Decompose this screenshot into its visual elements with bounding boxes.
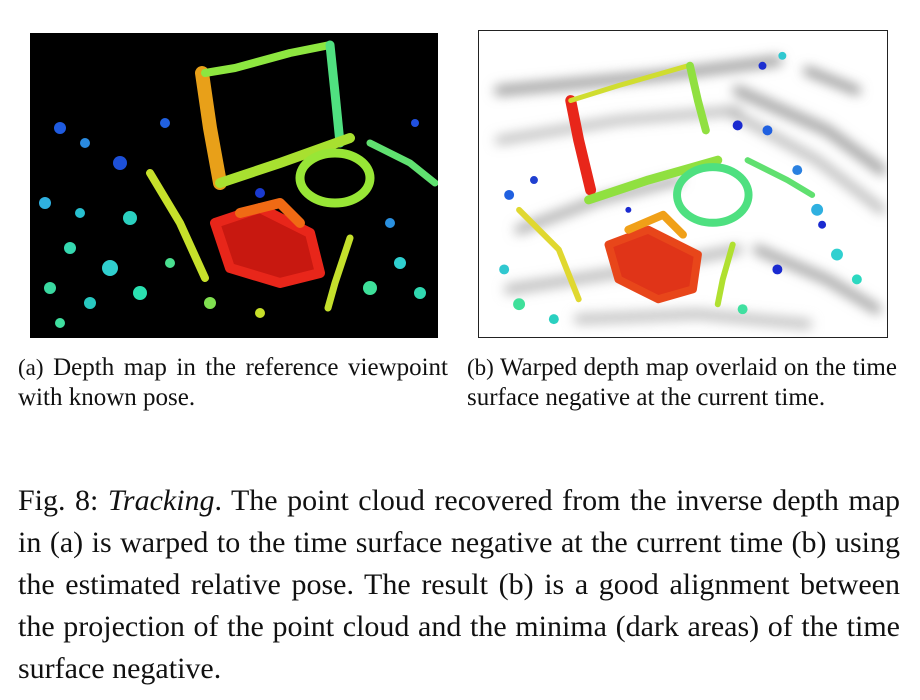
- warped-back-top-rail: [568, 63, 691, 104]
- warped-right-rail: [744, 157, 816, 198]
- warped-seat-ring: [673, 163, 753, 227]
- chair-back-right-post: [325, 40, 345, 148]
- chair-seat-mid: [235, 198, 305, 228]
- subfigure-caption-b: (b) Warped depth map overlaid on the tim…: [467, 353, 897, 413]
- chair-back-top-rail: [201, 41, 334, 77]
- chair-seat-front: [210, 203, 325, 288]
- chair-back-left-post: [195, 66, 227, 190]
- warped-back-left-post: [565, 95, 597, 196]
- subfigure-caption-b-text: Warped depth map overlaid on the time su…: [467, 354, 897, 411]
- depth-map-graphic: [39, 40, 438, 328]
- chair-right-rail: [366, 139, 438, 187]
- subfigure-label-a: (a): [18, 355, 44, 380]
- warped-depth-overlay-image: [478, 30, 888, 338]
- scattered-depth-points: [39, 118, 426, 328]
- chair-seat-ring: [295, 148, 375, 208]
- chair-left-rail: [146, 169, 209, 282]
- depth-map-image: [30, 33, 438, 338]
- figure-label: Fig. 8:: [18, 484, 99, 517]
- figure-caption-text: . The point cloud recovered from the inv…: [18, 484, 901, 685]
- subfigure-caption-a-text: Depth map in the reference viewpoint wit…: [18, 354, 449, 411]
- subfigure-label-b: (b): [467, 355, 494, 380]
- chair-back-lower-rail: [215, 133, 355, 188]
- subfigure-caption-a: (a) Depth map in the reference viewpoint…: [18, 353, 448, 413]
- warped-back-right-post: [685, 61, 710, 135]
- warped-scattered-points: [499, 51, 862, 325]
- warped-right-leg: [714, 241, 736, 308]
- figure-title: Tracking: [107, 484, 215, 517]
- warped-overlay-graphic: [494, 51, 887, 330]
- figure-caption: Fig. 8: Tracking. The point cloud recove…: [18, 480, 900, 690]
- warped-seat-front: [604, 225, 702, 304]
- chair-right-leg: [324, 234, 354, 312]
- warped-left-rail: [516, 206, 582, 303]
- warped-seat-mid: [624, 210, 687, 239]
